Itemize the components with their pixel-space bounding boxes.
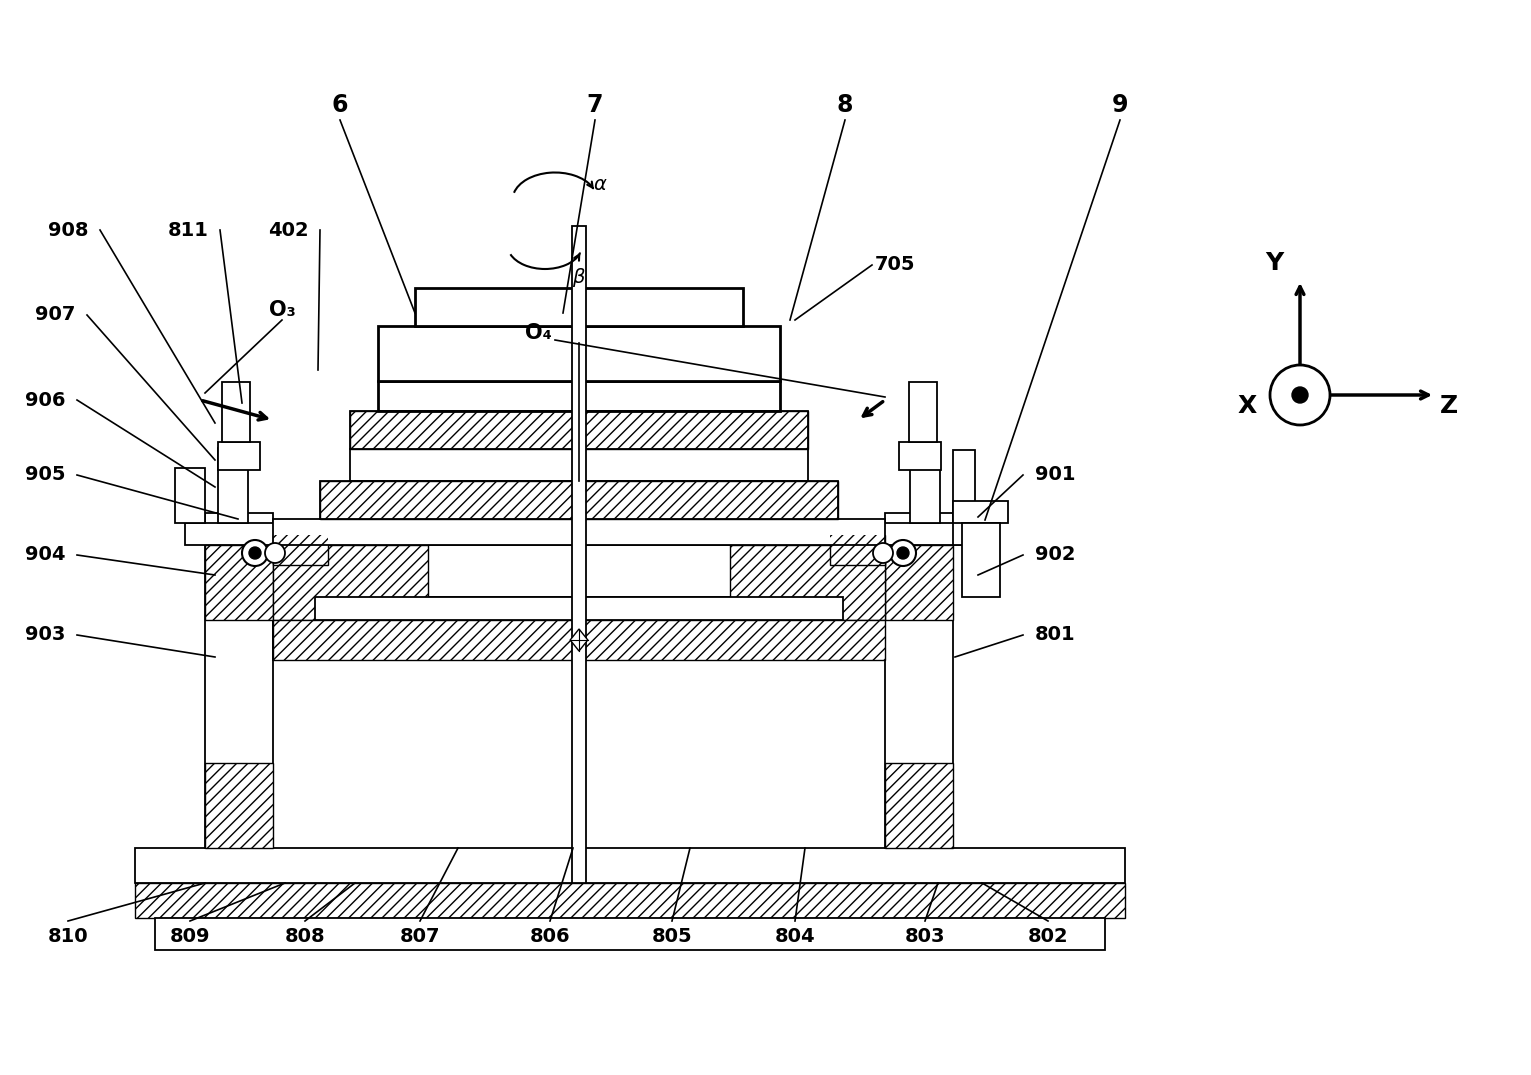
Text: 906: 906 (24, 390, 66, 410)
Bar (351, 411, 808, 449)
Text: 402: 402 (268, 220, 308, 240)
Text: $\alpha$: $\alpha$ (592, 175, 608, 193)
Text: Y: Y (1265, 250, 1283, 275)
Bar (175, 468, 205, 524)
Bar (415, 288, 743, 326)
Circle shape (1271, 366, 1330, 425)
Bar (378, 381, 779, 411)
Text: 801: 801 (1035, 626, 1075, 645)
Bar (378, 326, 779, 381)
Bar (909, 382, 937, 442)
Circle shape (250, 547, 260, 559)
Bar (217, 442, 260, 470)
Text: 6: 6 (332, 94, 348, 117)
Bar (205, 545, 273, 620)
Bar (273, 545, 429, 620)
Bar (273, 620, 885, 660)
Text: O₃: O₃ (268, 300, 295, 320)
Text: 901: 901 (1035, 465, 1075, 485)
Bar (961, 524, 1000, 597)
Bar (730, 545, 885, 620)
Text: 9: 9 (1112, 94, 1128, 117)
Text: 802: 802 (1027, 928, 1069, 946)
Bar (952, 501, 1007, 524)
Bar (865, 524, 975, 545)
Text: 803: 803 (905, 928, 945, 946)
Bar (351, 411, 808, 449)
Bar (135, 883, 1125, 918)
Bar (320, 481, 837, 519)
Text: 705: 705 (874, 256, 916, 274)
Bar (830, 535, 885, 565)
Bar (885, 545, 952, 620)
Bar (273, 620, 885, 660)
Bar (885, 763, 952, 848)
Circle shape (242, 540, 268, 567)
Bar (952, 450, 975, 545)
Bar (217, 448, 248, 524)
Text: 902: 902 (1035, 545, 1075, 564)
Text: $\beta$: $\beta$ (573, 266, 586, 289)
Bar (273, 620, 885, 660)
Bar (320, 481, 837, 519)
Bar (135, 848, 1125, 883)
Bar (222, 382, 250, 442)
Text: X: X (1239, 395, 1257, 418)
Circle shape (890, 540, 916, 567)
Bar (885, 763, 952, 848)
Bar (273, 545, 885, 597)
Text: 811: 811 (167, 220, 208, 240)
Text: 908: 908 (47, 220, 89, 240)
Bar (909, 448, 940, 524)
Bar (273, 545, 429, 620)
Circle shape (897, 547, 909, 559)
Bar (730, 545, 885, 620)
Circle shape (1292, 387, 1307, 403)
Text: 807: 807 (400, 928, 441, 946)
Text: 7: 7 (586, 94, 603, 117)
Bar (351, 449, 808, 481)
Bar (351, 411, 808, 449)
Text: 904: 904 (24, 545, 66, 564)
Text: 907: 907 (35, 305, 75, 325)
Bar (315, 597, 844, 620)
Bar (830, 535, 885, 565)
Bar (185, 524, 295, 545)
Circle shape (265, 543, 285, 563)
Bar (899, 442, 942, 470)
Text: 805: 805 (652, 928, 692, 946)
Text: 809: 809 (170, 928, 210, 946)
Text: 903: 903 (24, 626, 66, 645)
Bar (885, 513, 952, 848)
Bar (273, 535, 328, 565)
Text: Z: Z (1441, 395, 1458, 418)
Text: 905: 905 (24, 465, 66, 485)
Bar (273, 535, 328, 565)
Text: 804: 804 (775, 928, 816, 946)
Text: 806: 806 (530, 928, 571, 946)
Polygon shape (570, 629, 588, 651)
Bar (573, 226, 586, 883)
Bar (205, 513, 273, 848)
Text: 810: 810 (47, 928, 89, 946)
Bar (885, 545, 952, 620)
Bar (273, 519, 885, 545)
Circle shape (873, 543, 893, 563)
Text: O₄: O₄ (525, 322, 551, 343)
Bar (205, 545, 273, 620)
Bar (320, 481, 837, 519)
Text: 808: 808 (285, 928, 325, 946)
Bar (205, 763, 273, 848)
Bar (205, 763, 273, 848)
Bar (135, 883, 1125, 918)
Text: 8: 8 (837, 94, 853, 117)
Bar (155, 918, 1105, 950)
